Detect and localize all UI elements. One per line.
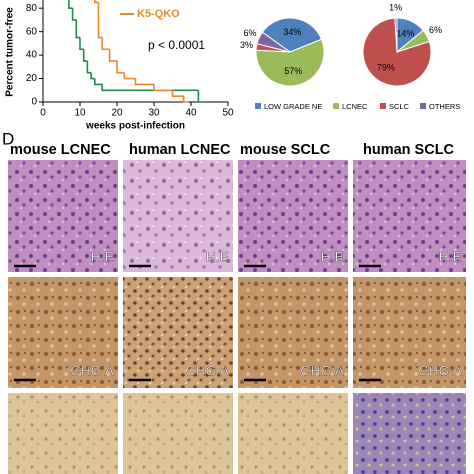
survival-step [71, 8, 77, 21]
x-tick-label: 20 [111, 108, 123, 119]
micrograph [8, 393, 118, 474]
survival-step [134, 78, 154, 86]
stain-label: H.E [321, 249, 344, 265]
micrograph [238, 160, 348, 272]
pie-slice [256, 31, 291, 53]
slice-label: 79% [377, 63, 395, 73]
column-header: mouse SCLC [240, 142, 331, 158]
survival-step [94, 0, 99, 4]
survival-step [79, 37, 84, 51]
x-tick-label: 30 [148, 108, 160, 119]
column-header: human LCNEC [129, 142, 231, 158]
micrograph [353, 277, 466, 388]
legend-swatch [420, 103, 426, 109]
column-header: human SCLC [363, 142, 455, 158]
micrograph [238, 277, 348, 388]
legend-label: LCNEC [342, 102, 368, 111]
survival-step [68, 0, 73, 10]
y-tick-label: 20 [26, 73, 38, 84]
slice-label: 14% [396, 29, 414, 39]
legend-swatch [380, 103, 386, 109]
y-tick-label: 0 [31, 97, 37, 108]
legend-label: OTHERS [429, 102, 460, 111]
slice-label: 34% [283, 27, 301, 37]
y-tick-label: 80 [26, 3, 38, 14]
stain-label: CHG A [418, 363, 462, 379]
legend-label: SCLC [389, 102, 410, 111]
x-tick-label: 40 [185, 108, 197, 119]
slice-label: 6% [429, 25, 442, 35]
survival-step [153, 84, 173, 92]
micrograph [123, 277, 233, 388]
slice-label: 57% [284, 66, 302, 76]
survival-plot: 0 20 40 60 80 0 10 20 30 40 50 weeks post-infection… [5, 0, 234, 132]
pie-chart: 14% 6% 79% 1% [362, 2, 442, 87]
panel-label: D [2, 129, 14, 148]
survival-step [75, 19, 80, 39]
stain-label: H.E [91, 249, 114, 265]
survival-step [94, 78, 103, 86]
micrographs [8, 160, 466, 474]
survival-step [101, 84, 191, 92]
slice-label: 3% [240, 40, 253, 50]
survival-step [197, 90, 204, 103]
legend-swatch [255, 103, 261, 109]
pie-chart: 34% 57% 3% 6% LOW GRADE NE LCNEC SCLC OTHERS [240, 17, 460, 111]
stain-label: CHG A [185, 363, 229, 379]
micrograph [123, 393, 233, 474]
x-tick-label: 10 [74, 108, 86, 119]
stain-label: H.E [439, 249, 462, 265]
micrograph [8, 277, 118, 388]
stain-label: CHG A [70, 363, 114, 379]
micrograph [238, 393, 348, 474]
survival-step [116, 60, 125, 74]
x-tick-label: 0 [40, 108, 46, 119]
y-tick-label: 40 [26, 50, 38, 61]
x-axis-title: weeks post-infection [85, 121, 185, 132]
micrograph [353, 160, 466, 272]
survival-step [182, 96, 189, 103]
slice-label: 6% [244, 28, 257, 38]
pie-slice [394, 17, 398, 53]
annotation: p < 0.0001 [148, 38, 205, 52]
legend-label: LOW GRADE NE [264, 102, 322, 111]
pie-slice [261, 17, 323, 53]
column-header: mouse LCNEC [10, 142, 111, 158]
x-tick-label: 50 [222, 108, 234, 119]
stain-label: H.E [206, 249, 229, 265]
survival-step [86, 60, 92, 74]
survival-step [82, 49, 88, 62]
survival-step [90, 72, 95, 80]
survival-step [108, 49, 117, 62]
y-tick-label: 60 [26, 26, 38, 37]
survival-step [123, 72, 136, 80]
survival-step [97, 2, 103, 39]
micrograph [123, 160, 233, 272]
legend-label: K5-QKO [137, 8, 180, 20]
slice-label: 1% [389, 2, 402, 12]
pie-slice [255, 38, 325, 87]
survival-step [101, 37, 110, 51]
legend-swatch [333, 103, 339, 109]
survival-step [171, 90, 184, 97]
stain-label: CHG A [300, 363, 344, 379]
micrograph [353, 393, 466, 474]
micrograph [8, 160, 118, 272]
pie-slice [362, 17, 432, 87]
y-axis-title: Percent tumor-free [5, 7, 16, 97]
